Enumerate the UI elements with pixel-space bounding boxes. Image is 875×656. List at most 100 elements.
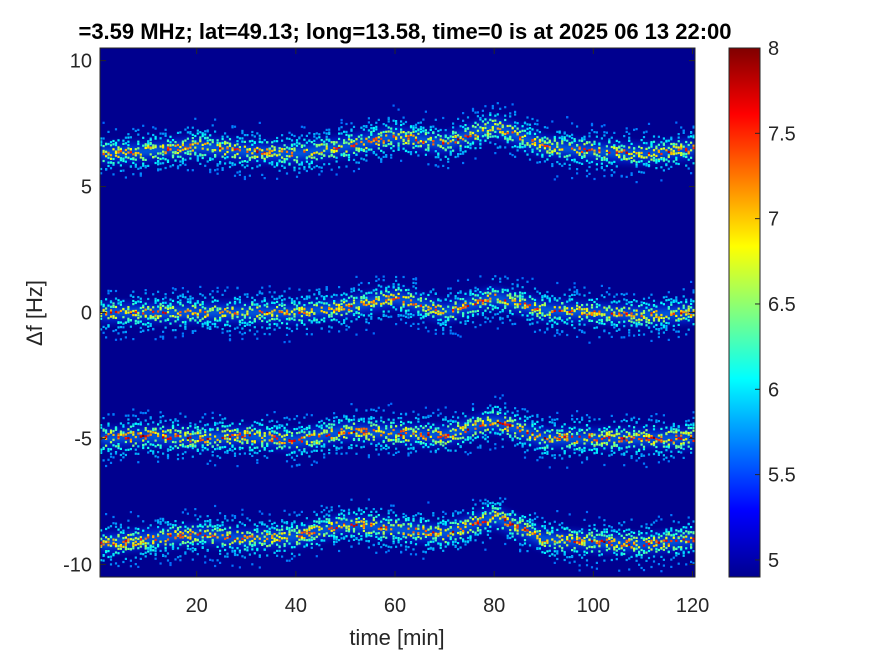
intensity-cell <box>191 443 194 446</box>
intensity-cell <box>248 426 251 429</box>
intensity-cell <box>375 420 378 423</box>
intensity-cell <box>380 302 383 305</box>
intensity-cell <box>466 278 470 281</box>
intensity-cell <box>479 299 482 302</box>
intensity-cell <box>514 444 517 447</box>
intensity-cell <box>615 152 618 155</box>
intensity-cell <box>283 445 286 448</box>
intensity-cell <box>628 331 631 334</box>
intensity-cell <box>501 394 504 397</box>
intensity-cell <box>154 144 157 147</box>
intensity-cell <box>573 444 576 447</box>
intensity-cell <box>290 465 294 468</box>
intensity-cell <box>380 448 383 451</box>
intensity-cell <box>261 311 264 314</box>
intensity-cell <box>647 160 651 163</box>
intensity-cell <box>360 281 363 285</box>
intensity-cell <box>457 442 460 446</box>
intensity-cell <box>652 310 656 314</box>
intensity-cell <box>523 456 527 459</box>
intensity-cell <box>281 446 284 449</box>
intensity-cell <box>295 427 299 431</box>
intensity-cell <box>293 315 296 318</box>
intensity-cell <box>479 444 482 447</box>
intensity-cell <box>645 321 648 324</box>
intensity-cell <box>159 157 162 161</box>
intensity-cell <box>605 307 608 310</box>
intensity-cell <box>149 449 152 452</box>
intensity-cell <box>553 139 556 142</box>
intensity-cell <box>228 143 232 146</box>
intensity-cell <box>323 453 326 456</box>
intensity-cell <box>258 305 261 308</box>
intensity-cell <box>638 145 641 148</box>
intensity-cell <box>402 436 405 439</box>
intensity-cell <box>221 446 224 449</box>
intensity-cell <box>303 449 306 452</box>
intensity-cell <box>499 128 502 131</box>
intensity-cell <box>253 441 256 444</box>
intensity-cell <box>124 176 127 179</box>
intensity-cell <box>573 139 576 143</box>
intensity-cell <box>271 449 274 452</box>
intensity-cell <box>224 132 227 135</box>
intensity-cell <box>209 157 212 160</box>
intensity-cell <box>159 446 162 449</box>
intensity-cell <box>362 427 365 430</box>
intensity-cell <box>523 134 527 137</box>
intensity-cell <box>320 327 323 330</box>
intensity-cell <box>581 418 584 421</box>
intensity-cell <box>209 433 212 436</box>
intensity-cell <box>179 145 182 149</box>
intensity-cell <box>489 420 492 423</box>
intensity-cell <box>214 130 217 133</box>
intensity-cell <box>583 147 586 150</box>
intensity-cell <box>419 441 422 444</box>
intensity-cell <box>268 428 271 431</box>
intensity-cell <box>114 451 118 454</box>
intensity-cell <box>233 327 237 330</box>
intensity-cell <box>610 453 613 456</box>
intensity-cell <box>660 166 663 169</box>
intensity-cell <box>437 299 440 302</box>
intensity-cell <box>447 287 450 290</box>
intensity-cell <box>238 422 241 426</box>
intensity-cell <box>442 307 445 311</box>
intensity-cell <box>390 438 393 442</box>
intensity-cell <box>338 447 341 450</box>
intensity-cell <box>154 318 157 322</box>
intensity-cell <box>479 275 482 278</box>
intensity-cell <box>558 136 561 139</box>
intensity-cell <box>652 159 656 162</box>
intensity-cell <box>377 140 380 143</box>
intensity-cell <box>211 158 214 161</box>
intensity-cell <box>558 148 561 151</box>
intensity-cell <box>300 436 303 439</box>
intensity-cell <box>538 426 541 429</box>
intensity-cell <box>228 338 232 341</box>
intensity-cell <box>392 438 395 442</box>
intensity-cell <box>233 174 237 177</box>
intensity-cell <box>618 150 621 153</box>
intensity-cell <box>129 151 132 154</box>
intensity-cell <box>672 145 675 148</box>
intensity-cell <box>588 313 591 316</box>
intensity-cell <box>521 425 524 428</box>
intensity-cell <box>479 424 482 428</box>
intensity-cell <box>407 139 410 142</box>
intensity-cell <box>519 424 522 427</box>
intensity-cell <box>385 436 388 439</box>
intensity-cell <box>462 440 465 444</box>
intensity-cell <box>506 429 509 432</box>
intensity-cell <box>206 437 209 441</box>
intensity-cell <box>407 313 410 316</box>
intensity-cell <box>533 132 537 135</box>
intensity-cell <box>608 425 611 429</box>
intensity-cell <box>551 142 554 145</box>
intensity-cell <box>387 118 390 121</box>
intensity-cell <box>573 282 576 285</box>
intensity-cell <box>315 461 318 464</box>
intensity-cell <box>598 142 601 145</box>
intensity-cell <box>615 433 618 436</box>
